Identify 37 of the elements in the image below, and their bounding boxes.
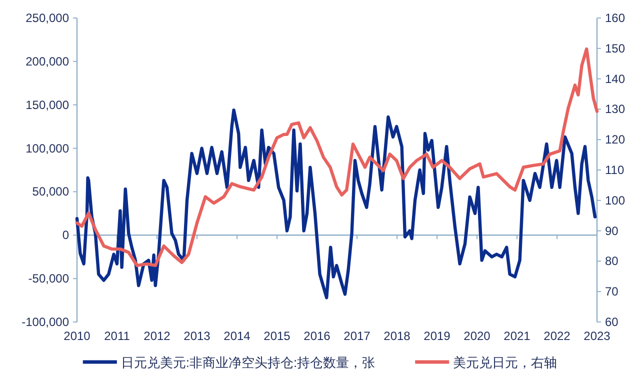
x-tick-label: 2021 bbox=[504, 329, 531, 343]
x-tick-label: 2020 bbox=[464, 329, 491, 343]
x-tick-label: 2011 bbox=[104, 329, 130, 343]
x-tick-label: 2014 bbox=[224, 329, 251, 343]
legend-label: 美元兑日元，右轴 bbox=[453, 355, 558, 370]
y-tick-label: -50,000 bbox=[28, 272, 70, 286]
legend-label: 日元兑美元:非商业净空头持仓:持仓数量，张 bbox=[120, 355, 376, 370]
y-tick-label: 200,000 bbox=[26, 54, 70, 68]
y-tick-label: -100,000 bbox=[22, 315, 70, 329]
y-tick-label: 0 bbox=[62, 228, 70, 242]
y-tick-label: 150,000 bbox=[26, 98, 70, 112]
line-series bbox=[75, 47, 599, 268]
y2-tick-label: 70 bbox=[605, 284, 619, 299]
y2-tick-label: 90 bbox=[605, 224, 619, 238]
x-tick-label: 2019 bbox=[424, 329, 451, 343]
x-tick-label: 2017 bbox=[344, 329, 371, 343]
y-tick-label: 100,000 bbox=[26, 141, 70, 156]
x-tick-label: 2010 bbox=[64, 329, 91, 343]
x-tick-label: 2023 bbox=[584, 329, 611, 343]
y2-tick-label: 150 bbox=[605, 41, 626, 56]
y2-tick-label: 120 bbox=[605, 132, 626, 147]
x-tick-label: 2018 bbox=[384, 329, 411, 343]
y-tick-label: 250,000 bbox=[26, 11, 70, 25]
y-tick-label: 50,000 bbox=[32, 184, 70, 199]
x-tick-label: 2015 bbox=[264, 329, 291, 343]
y2-tick-label: 160 bbox=[605, 11, 626, 25]
y2-tick-label: 110 bbox=[605, 163, 624, 177]
line-series bbox=[75, 108, 597, 300]
y2-tick-label: 80 bbox=[605, 254, 619, 268]
x-tick-label: 2012 bbox=[144, 329, 171, 343]
x-tick-label: 2022 bbox=[544, 329, 571, 343]
x-tick-label: 2013 bbox=[184, 329, 211, 343]
y2-tick-label: 140 bbox=[605, 72, 626, 86]
y2-tick-label: 100 bbox=[605, 193, 626, 208]
y2-tick-label: 130 bbox=[605, 102, 626, 116]
y2-tick-label: 60 bbox=[605, 315, 619, 329]
x-tick-label: 2016 bbox=[304, 329, 331, 343]
